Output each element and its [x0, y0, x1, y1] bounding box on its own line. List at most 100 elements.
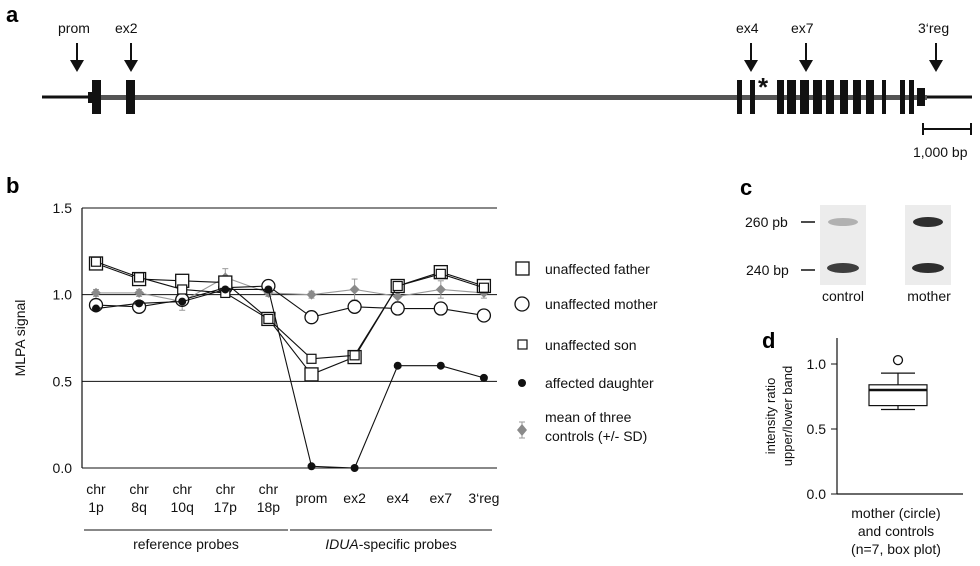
series-line — [95, 261, 485, 360]
gel-band-label-bottom: 240 bp — [746, 262, 789, 278]
data-point-small-square — [306, 353, 317, 364]
data-point-small-square — [90, 256, 102, 267]
chart-b-x-tick-label: ex2 — [343, 490, 366, 506]
gel-band-label-top: 260 pb — [745, 214, 788, 230]
data-point-small-square — [349, 350, 360, 361]
data-point-dot — [221, 285, 230, 294]
data-point-small-square — [478, 282, 489, 293]
arrow-label-ex4: ex4 — [736, 20, 759, 36]
chart-b-x-tick-label: 17p — [214, 499, 238, 515]
legend-marker-daughter — [518, 379, 526, 387]
legend-marker-son — [517, 339, 528, 350]
data-point-diamond — [134, 287, 145, 298]
data-point-dot — [178, 297, 187, 306]
gene-map: prom ex2 ex4 ex7 3‘reg — [42, 20, 972, 160]
data-point-small-square — [263, 313, 274, 325]
arrow-prom: prom — [58, 20, 90, 72]
chart-d-y-tick-label: 1.0 — [807, 356, 827, 372]
arrow-label-ex7: ex7 — [791, 20, 814, 36]
arrow-ex7: ex7 — [791, 20, 814, 72]
series-dot — [92, 285, 488, 472]
chart-b-x-tick-label: 8q — [131, 499, 147, 515]
chart-b-series — [88, 256, 492, 472]
arrow-label-3reg: 3‘reg — [918, 20, 949, 36]
legend-label-son: unaffected son — [545, 337, 637, 353]
data-point-small-square — [392, 280, 403, 292]
chart-b-legend: unaffected father unaffected mother unaf… — [514, 261, 658, 444]
box-outlier-mother — [892, 354, 904, 366]
panel-label-a: a — [6, 2, 19, 27]
chart-d-boxplot — [868, 354, 928, 411]
chart-b-y-tick-label: 0.0 — [53, 460, 73, 476]
data-point-dot — [264, 285, 273, 294]
chart-b-x-tick-label: prom — [296, 490, 328, 506]
legend-label-mother: unaffected mother — [545, 296, 658, 312]
chart-b-y-tick-label: 0.5 — [53, 373, 73, 389]
chart-b-y-ticks: 0.0 0.5 1.0 1.5 — [53, 200, 73, 476]
chart-b-y-tick-label: 1.0 — [53, 287, 73, 303]
chart-b-x-tick-label: chr — [129, 481, 149, 497]
data-point-dot — [135, 299, 144, 308]
panel-label-b: b — [6, 173, 19, 198]
chart-d-xlabel-3: (n=7, box plot) — [851, 541, 941, 557]
chart-b-x-tick-label: 18p — [257, 499, 281, 515]
data-point-dot — [436, 361, 445, 370]
gel-lane-label-control: control — [822, 288, 864, 304]
arrow-3reg: 3‘reg — [918, 20, 949, 72]
mutation-asterisk: * — [758, 72, 769, 102]
data-point-circle — [347, 299, 362, 314]
data-point-diamond — [392, 291, 403, 302]
data-point-circle — [433, 301, 448, 316]
legend-label-father: unaffected father — [545, 261, 650, 277]
chart-b-x-tick-label: chr — [86, 481, 106, 497]
chart-b-y-tick-label: 1.5 — [53, 200, 73, 216]
panel-label-d: d — [762, 328, 775, 353]
data-point-diamond — [306, 289, 317, 300]
arrow-ex2: ex2 — [115, 20, 138, 72]
chart-d-ylabel-1: intensity ratio — [763, 378, 778, 455]
chart-b-x-tick-label: chr — [216, 481, 236, 497]
data-point-diamond — [349, 284, 360, 295]
intron-region — [95, 95, 927, 100]
series-line — [96, 276, 484, 303]
legend-marker-father — [515, 261, 530, 276]
panel-label-c: c — [740, 175, 752, 200]
legend-label-daughter: affected daughter — [545, 375, 654, 391]
chart-d-y-ticks: 0.0 0.5 1.0 — [807, 356, 837, 502]
data-point-circle — [390, 301, 405, 316]
data-point-circle — [304, 310, 319, 325]
legend-label-controls-2: controls (+/- SD) — [545, 428, 647, 444]
scale-bar-label: 1,000 bp — [913, 144, 968, 160]
gel-panel: 260 pb 240 bp control mother — [745, 205, 951, 304]
chart-d: 0.0 0.5 1.0 intensity ratio upper/lower ba… — [763, 338, 963, 557]
exon-blocks — [88, 80, 925, 114]
data-point-square — [304, 367, 319, 382]
idua-probes-suffix: -specific probes — [359, 536, 457, 552]
data-point-dot — [92, 304, 100, 313]
data-point-dot — [479, 373, 488, 382]
box-body — [868, 384, 928, 407]
chart-d-y-tick-label: 0.0 — [807, 486, 827, 502]
chart-b: 0.0 0.5 1.0 1.5 MLPA signal chr 1p chr 8q chr 10… — [12, 200, 499, 552]
legend-marker-controls — [517, 424, 527, 436]
arrow-ex4: ex4 — [736, 20, 759, 72]
chart-b-ylabel: MLPA signal — [12, 300, 28, 377]
chart-b-x-tick-labels: chr 1p chr 8q chr 10q chr 17p chr 18p prom ex2 ex4 ex… — [86, 481, 499, 515]
legend-marker-mother — [514, 296, 530, 312]
chart-b-x-tick-label: 1p — [88, 499, 104, 515]
chart-d-ylabel-2: upper/lower band — [780, 366, 795, 466]
series-line — [95, 288, 485, 469]
chart-b-x-tick-label: 3‘reg — [468, 490, 499, 506]
series-big-square — [88, 256, 492, 382]
arrow-label-prom: prom — [58, 20, 90, 36]
gel-lane-label-mother: mother — [907, 288, 951, 304]
idua-gene-name: IDUA — [325, 536, 358, 552]
series-line — [95, 285, 484, 318]
chart-d-xlabel-2: and controls — [858, 523, 934, 539]
idua-probes-label: IDUA-specific probes — [325, 536, 457, 552]
data-point-diamond — [435, 284, 446, 295]
data-point-dot — [307, 462, 316, 471]
chart-b-gridlines — [82, 207, 497, 469]
data-point-dot — [350, 464, 359, 472]
